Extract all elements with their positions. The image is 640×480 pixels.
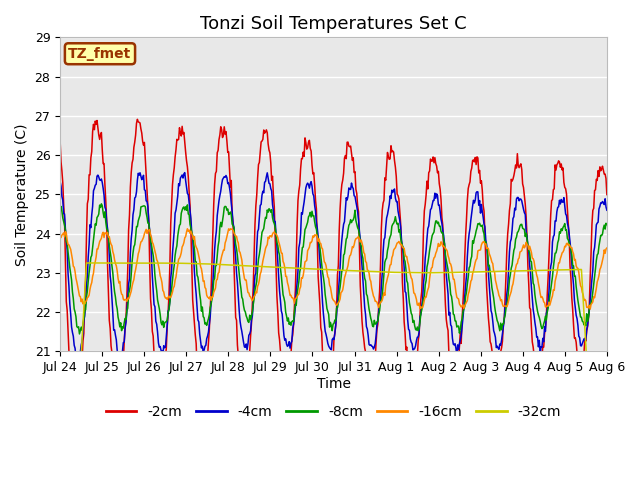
- -4cm: [322, 332, 330, 337]
- -32cm: [227, 262, 235, 268]
- -8cm: [322, 298, 330, 304]
- -2cm: [86, 172, 94, 178]
- -32cm: [276, 264, 284, 270]
- -2cm: [278, 357, 285, 363]
- -16cm: [250, 296, 257, 302]
- Line: -4cm: -4cm: [60, 173, 607, 360]
- -32cm: [250, 263, 257, 269]
- Line: -16cm: -16cm: [60, 229, 607, 309]
- -16cm: [586, 306, 594, 312]
- -8cm: [250, 295, 258, 301]
- -32cm: [89, 260, 97, 266]
- -16cm: [603, 245, 611, 251]
- -8cm: [97, 201, 105, 207]
- -16cm: [227, 226, 235, 232]
- -2cm: [228, 212, 236, 217]
- -4cm: [278, 308, 285, 314]
- -2cm: [603, 192, 611, 197]
- -2cm: [73, 404, 81, 409]
- -32cm: [573, 267, 581, 273]
- -16cm: [56, 234, 64, 240]
- -4cm: [56, 179, 64, 184]
- -16cm: [573, 265, 581, 271]
- -4cm: [86, 222, 94, 228]
- -2cm: [322, 372, 330, 378]
- -8cm: [228, 221, 236, 227]
- X-axis label: Time: Time: [317, 377, 351, 391]
- -2cm: [134, 117, 141, 122]
- -32cm: [321, 266, 329, 272]
- Line: -8cm: -8cm: [60, 204, 607, 334]
- -8cm: [574, 298, 582, 303]
- -4cm: [73, 357, 81, 363]
- Title: Tonzi Soil Temperatures Set C: Tonzi Soil Temperatures Set C: [200, 15, 467, 33]
- -2cm: [56, 139, 64, 144]
- -4cm: [574, 323, 582, 328]
- -8cm: [56, 207, 64, 213]
- -16cm: [184, 226, 191, 232]
- -32cm: [85, 260, 93, 266]
- -8cm: [76, 331, 83, 337]
- -8cm: [603, 222, 611, 228]
- -4cm: [228, 209, 236, 215]
- -16cm: [85, 292, 93, 298]
- -4cm: [603, 207, 611, 213]
- -4cm: [181, 170, 189, 176]
- Text: TZ_fmet: TZ_fmet: [68, 47, 132, 61]
- -8cm: [278, 273, 285, 278]
- -4cm: [250, 286, 258, 291]
- -16cm: [276, 246, 284, 252]
- Y-axis label: Soil Temperature (C): Soil Temperature (C): [15, 123, 29, 265]
- -2cm: [250, 252, 258, 258]
- -2cm: [574, 357, 582, 362]
- Line: -2cm: -2cm: [60, 120, 607, 407]
- -8cm: [86, 263, 94, 268]
- Line: -32cm: -32cm: [60, 263, 607, 480]
- Legend: -2cm, -4cm, -8cm, -16cm, -32cm: -2cm, -4cm, -8cm, -16cm, -32cm: [100, 399, 567, 424]
- -16cm: [321, 260, 329, 266]
